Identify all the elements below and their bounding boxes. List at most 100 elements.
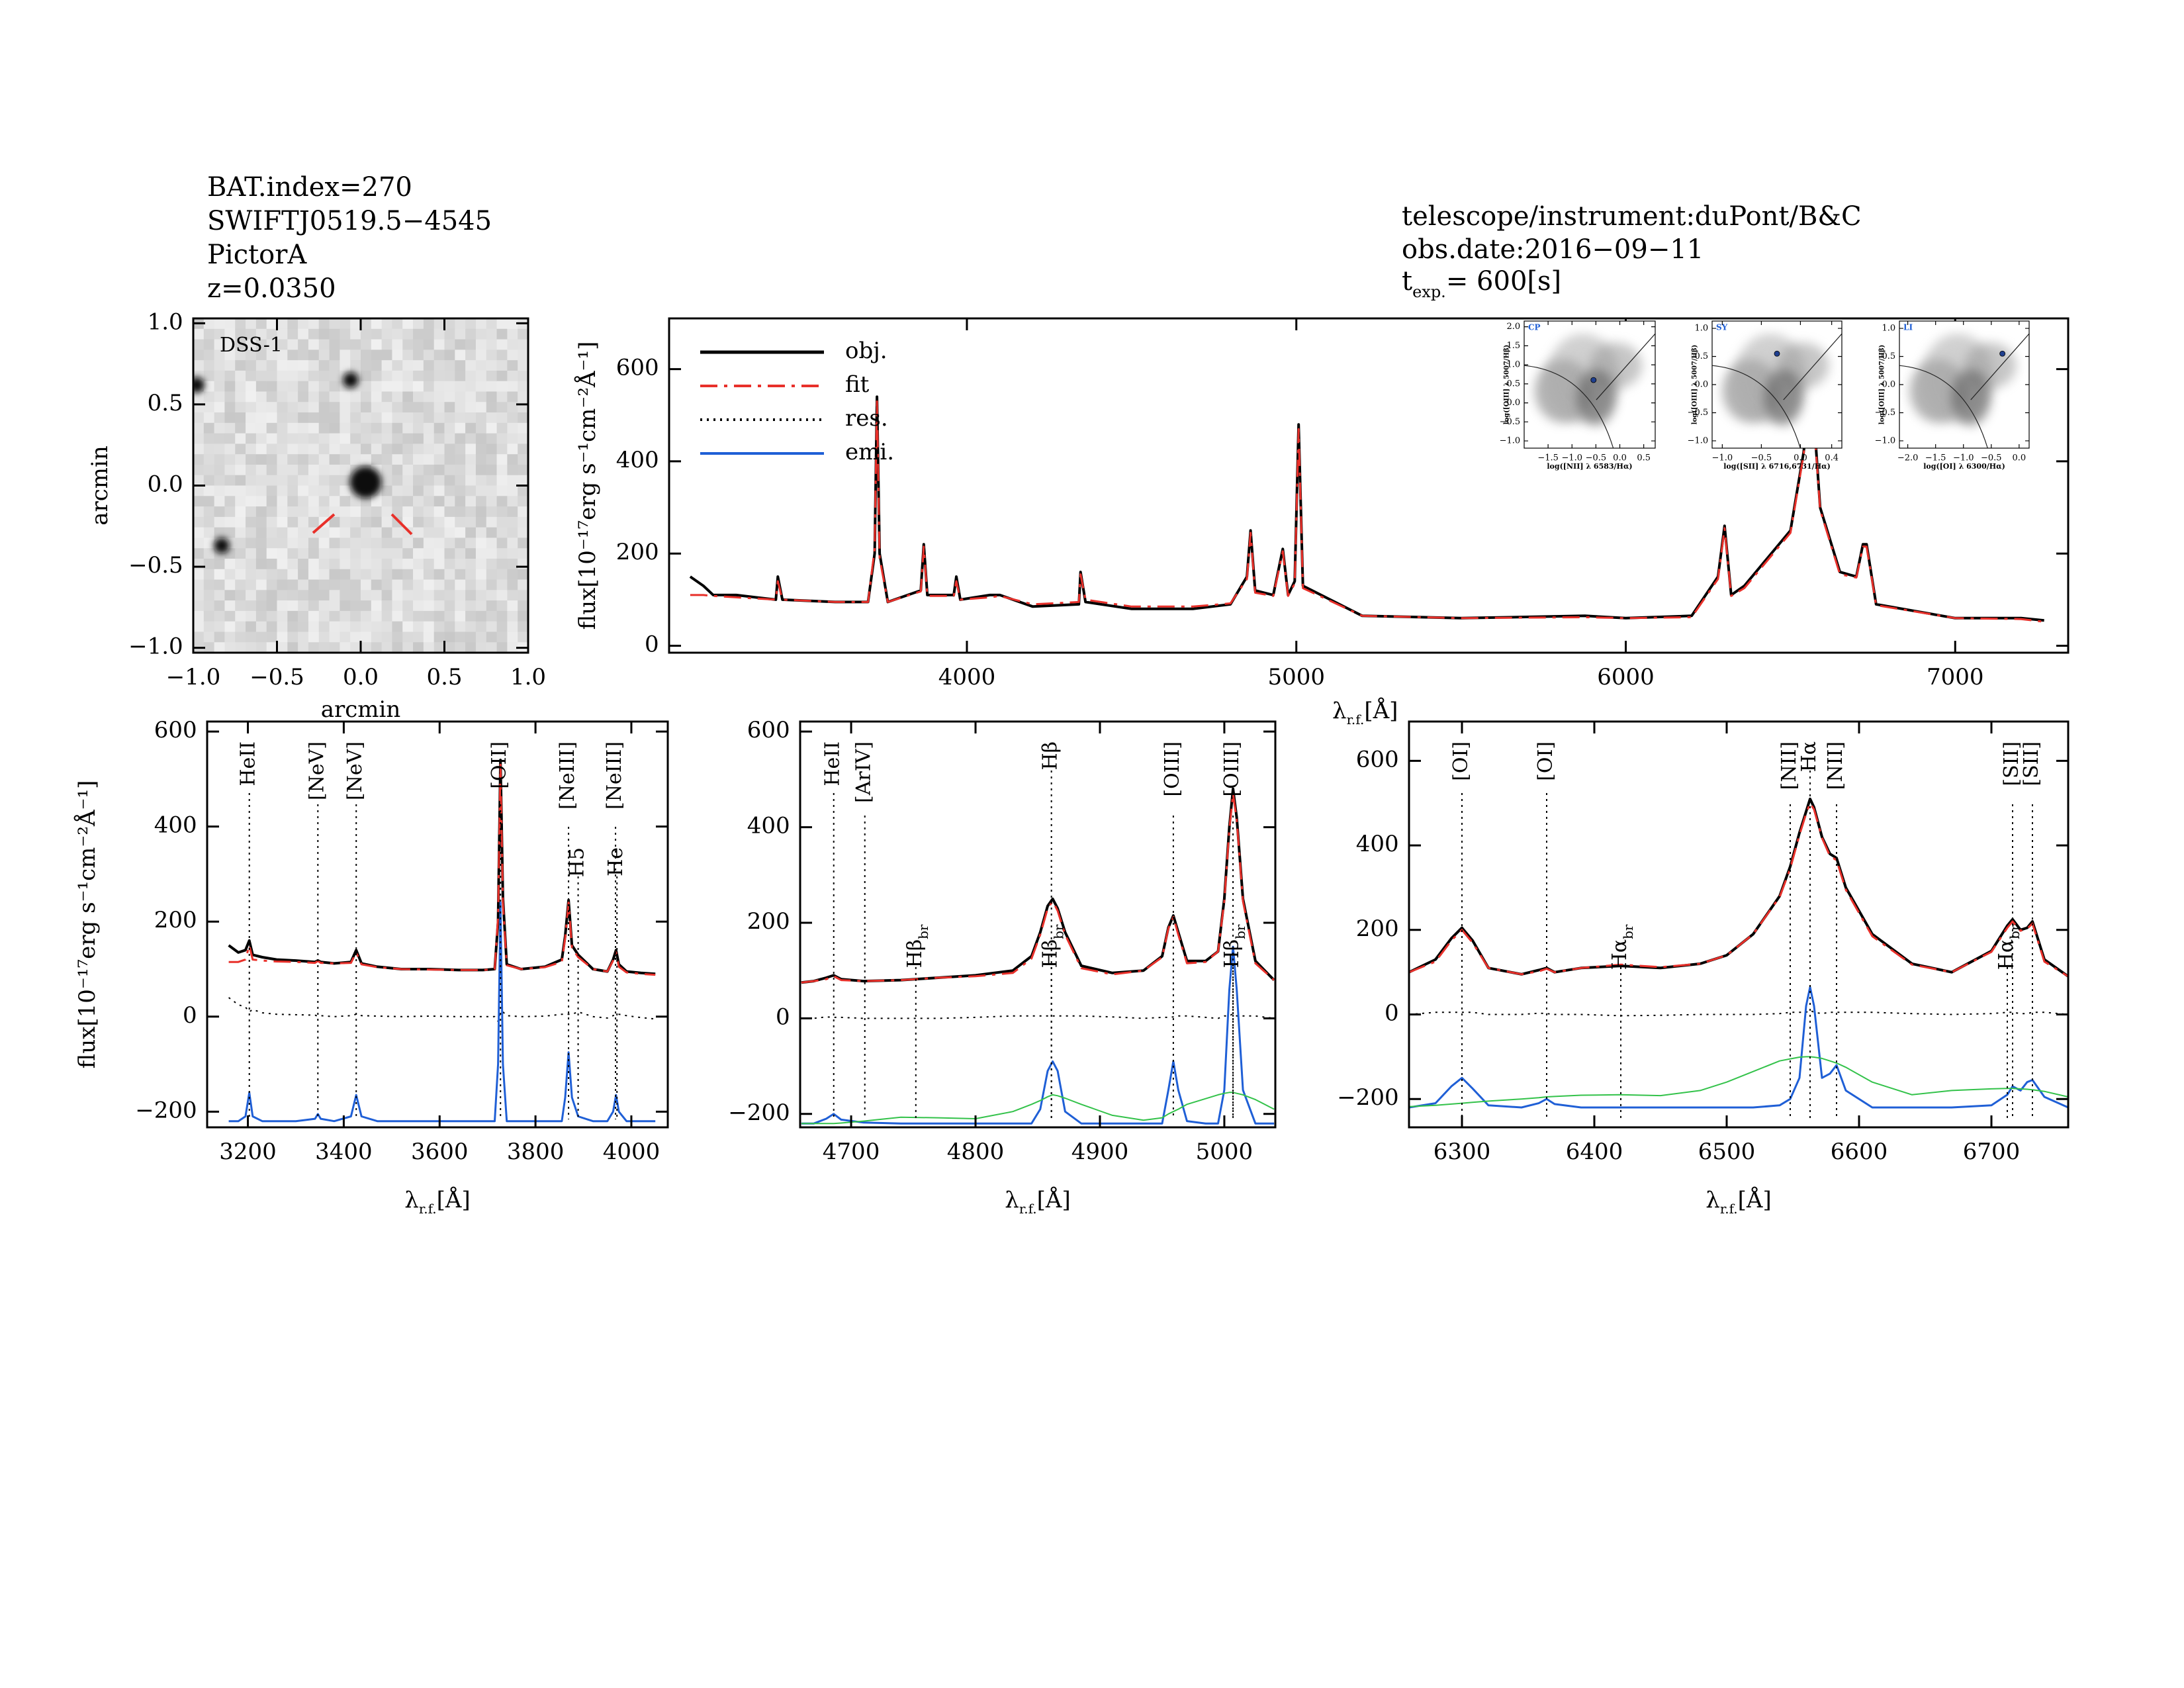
noise-pixel bbox=[402, 381, 414, 392]
noise-pixel bbox=[413, 350, 424, 361]
noise-pixel bbox=[475, 370, 487, 382]
noise-pixel bbox=[298, 360, 309, 371]
noise-pixel bbox=[340, 632, 351, 643]
noise-pixel bbox=[444, 318, 455, 330]
noise-pixel bbox=[329, 422, 340, 434]
noise-pixel bbox=[308, 360, 320, 371]
noise-pixel bbox=[423, 433, 435, 444]
marker-label-part: Hα bbox=[1797, 741, 1821, 772]
noise-pixel bbox=[496, 433, 508, 444]
marker-label: [NII] bbox=[1824, 741, 1847, 790]
x-tick-label: 0.0 bbox=[2013, 453, 2026, 463]
noise-pixel bbox=[255, 339, 267, 350]
header-line: BAT.index=270 bbox=[207, 172, 412, 203]
noise-pixel bbox=[371, 412, 383, 424]
noise-pixel bbox=[318, 538, 330, 549]
noise-pixel bbox=[518, 569, 528, 581]
y-tick-label: 200 bbox=[616, 539, 659, 565]
marker-label-part: HeII bbox=[821, 741, 844, 786]
noise-pixel bbox=[235, 579, 246, 590]
noise-pixel bbox=[266, 558, 277, 570]
noise-pixel bbox=[392, 496, 403, 507]
x-tick-label: 6500 bbox=[1698, 1139, 1756, 1165]
noise-pixel bbox=[214, 318, 225, 330]
marker-label-part: Hβ bbox=[1220, 939, 1244, 968]
noise-pixel bbox=[423, 370, 435, 382]
noise-pixel bbox=[423, 328, 435, 340]
noise-pixel bbox=[496, 538, 508, 549]
noise-pixel bbox=[455, 621, 466, 632]
noise-pixel bbox=[298, 318, 309, 330]
noise-pixel bbox=[475, 360, 487, 371]
noise-pixel bbox=[486, 642, 498, 653]
noise-pixel bbox=[203, 370, 215, 382]
noise-pixel bbox=[518, 621, 528, 632]
noise-pixel bbox=[455, 318, 466, 330]
noise-pixel bbox=[381, 464, 392, 476]
noise-pixel bbox=[518, 558, 528, 570]
noise-pixel bbox=[235, 391, 246, 402]
noise-pixel bbox=[350, 391, 361, 402]
marker-label: [OIII] bbox=[1161, 741, 1184, 797]
noise-pixel bbox=[486, 610, 498, 622]
noise-pixel bbox=[433, 318, 445, 330]
source bbox=[349, 466, 382, 498]
noise-pixel bbox=[381, 538, 392, 549]
noise-pixel bbox=[413, 590, 424, 601]
noise-pixel bbox=[203, 600, 215, 612]
x-axis-label: λr.f.[Å] bbox=[1332, 697, 1398, 727]
noise-pixel bbox=[518, 328, 528, 340]
noise-pixel bbox=[413, 454, 424, 465]
noise-pixel bbox=[507, 590, 518, 601]
noise-pixel bbox=[350, 360, 361, 371]
noise-pixel bbox=[203, 610, 215, 622]
y-axis-label: log([OIII] λ 5007/Hβ) bbox=[1879, 345, 1886, 425]
noise-pixel bbox=[433, 422, 445, 434]
noise-pixel bbox=[255, 621, 267, 632]
noise-pixel bbox=[255, 600, 267, 612]
x-tick-label: 4900 bbox=[1071, 1139, 1129, 1165]
y-tick-label: 400 bbox=[154, 812, 197, 839]
noise-pixel bbox=[507, 444, 518, 455]
noise-pixel bbox=[308, 402, 320, 413]
noise-pixel bbox=[381, 350, 392, 361]
noise-pixel bbox=[444, 621, 455, 632]
noise-pixel bbox=[371, 558, 383, 570]
y-axis-label: arcmin bbox=[87, 445, 113, 526]
noise-pixel bbox=[413, 600, 424, 612]
noise-pixel bbox=[266, 318, 277, 330]
noise-pixel bbox=[246, 506, 257, 518]
noise-pixel bbox=[392, 548, 403, 559]
noise-pixel bbox=[518, 381, 528, 392]
noise-pixel bbox=[298, 516, 309, 528]
noise-pixel bbox=[287, 422, 298, 434]
noise-pixel bbox=[350, 621, 361, 632]
noise-pixel bbox=[455, 402, 466, 413]
noise-pixel bbox=[444, 328, 455, 340]
noise-pixel bbox=[340, 527, 351, 538]
noise-pixel bbox=[465, 632, 477, 643]
noise-pixel bbox=[402, 402, 414, 413]
noise-pixel bbox=[350, 516, 361, 528]
noise-pixel bbox=[392, 590, 403, 601]
noise-pixel bbox=[507, 381, 518, 392]
noise-pixel bbox=[340, 516, 351, 528]
noise-pixel bbox=[392, 579, 403, 590]
noise-pixel bbox=[235, 464, 246, 476]
noise-pixel bbox=[235, 538, 246, 549]
noise-pixel bbox=[455, 516, 466, 528]
noise-pixel bbox=[193, 579, 205, 590]
noise-pixel bbox=[308, 464, 320, 476]
noise-pixel bbox=[361, 422, 372, 434]
noise-pixel bbox=[371, 422, 383, 434]
noise-pixel bbox=[361, 538, 372, 549]
noise-pixel bbox=[214, 391, 225, 402]
noise-pixel bbox=[340, 318, 351, 330]
noise-pixel bbox=[214, 496, 225, 507]
noise-pixel bbox=[224, 621, 236, 632]
noise-pixel bbox=[214, 621, 225, 632]
noise-pixel bbox=[246, 454, 257, 465]
noise-pixel bbox=[308, 506, 320, 518]
noise-pixel bbox=[475, 318, 487, 330]
